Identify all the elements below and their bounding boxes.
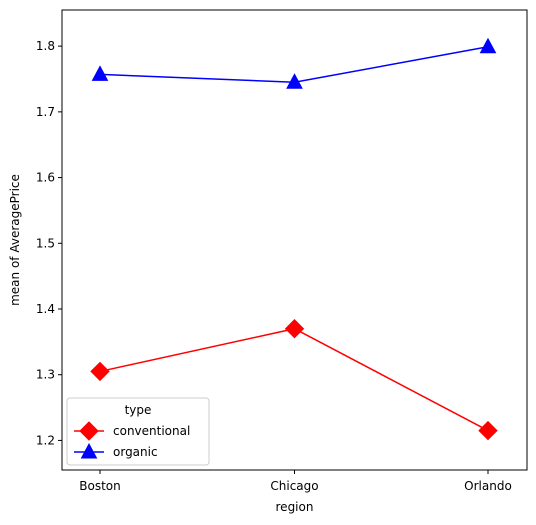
legend-marker (79, 421, 99, 441)
legend-entry-organic: organic (74, 442, 158, 459)
legend-box (66, 397, 210, 466)
y-axis: 1.2 1.3 1.4 1.5 1.6 1.7 1.8 (36, 39, 62, 447)
data-point-conventional (284, 319, 305, 339)
x-tick-label: Orlando (464, 479, 512, 493)
series-layer (90, 37, 498, 441)
legend-marker (80, 442, 98, 459)
y-tick-label: 1.7 (36, 105, 55, 119)
legend: type conventional organic (66, 397, 210, 466)
legend-entry-conventional: conventional (74, 421, 190, 441)
legend-label: organic (113, 445, 158, 459)
x-axis-label: region (276, 500, 314, 514)
y-tick-label: 1.5 (36, 236, 55, 250)
data-point-conventional (478, 420, 498, 441)
x-axis: Boston Chicago Orlando (79, 470, 512, 493)
y-axis-label: mean of AveragePrice (8, 174, 22, 306)
legend-title: type (125, 403, 152, 417)
y-tick-label: 1.6 (36, 171, 55, 185)
series-conventional (90, 319, 498, 441)
data-point-conventional (90, 361, 110, 382)
data-point-organic (479, 37, 497, 54)
data-point-organic (286, 73, 303, 89)
y-tick-label: 1.2 (36, 433, 55, 447)
legend-entries: conventional organic (74, 421, 190, 459)
y-tick-label: 1.3 (36, 368, 55, 382)
y-tick-label: 1.8 (36, 39, 55, 53)
series-organic (91, 37, 497, 89)
x-tick-label: Chicago (270, 479, 318, 493)
x-tick-label: Boston (79, 479, 120, 493)
data-point-organic (91, 65, 109, 81)
legend-label: conventional (113, 424, 190, 438)
y-tick-label: 1.4 (36, 302, 55, 316)
